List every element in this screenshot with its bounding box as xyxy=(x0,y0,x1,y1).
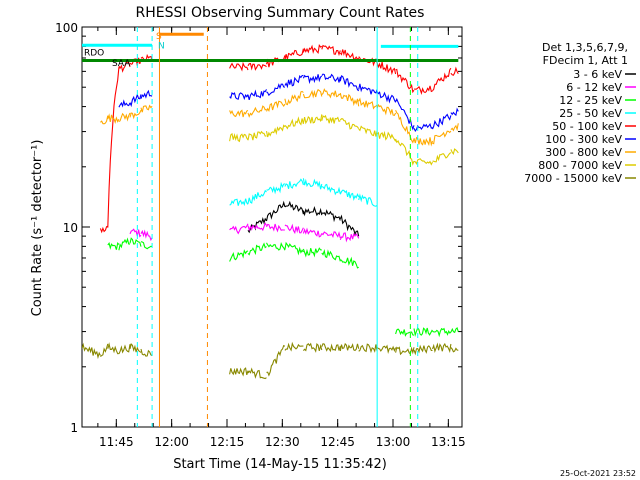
legend-label: 12 - 25 keV xyxy=(559,94,622,107)
y-axis-label: Count Rate (s⁻¹ detector⁻¹) xyxy=(30,140,45,317)
flag-label: RDO xyxy=(84,49,104,59)
series-line xyxy=(82,341,459,380)
timestamp: 25-Oct-2021 23:52 xyxy=(560,469,636,478)
x-tick-label: 13:15 xyxy=(431,435,466,449)
x-tick-label: 12:15 xyxy=(210,435,245,449)
chart-title: RHESSI Observing Summary Count Rates xyxy=(136,5,425,21)
y-tick-label: 10 xyxy=(63,221,78,235)
legend-header-line-2: FDecim 1, Att 1 xyxy=(543,54,628,67)
series-line xyxy=(229,114,459,166)
flag-label: SAA xyxy=(112,59,131,69)
series-line xyxy=(229,178,378,207)
legend-label: 3 - 6 keV xyxy=(573,68,622,81)
legend-label: 50 - 100 keV xyxy=(552,120,622,133)
legend-label: 300 - 800 keV xyxy=(545,146,622,159)
y-tick-label: 1 xyxy=(70,421,78,435)
data-layer xyxy=(82,27,459,427)
legend-label: 25 - 50 keV xyxy=(559,107,622,120)
series-line xyxy=(100,88,459,147)
legend-label: 7000 - 15000 keV xyxy=(524,172,622,185)
series-line xyxy=(129,222,360,243)
x-tick-label: 12:00 xyxy=(154,435,189,449)
x-tick-label: 11:45 xyxy=(99,435,134,449)
legend-label: 6 - 12 keV xyxy=(566,81,622,94)
y-tick-label: 100 xyxy=(55,21,78,35)
legend-label: 800 - 7000 keV xyxy=(538,159,622,172)
series-line xyxy=(247,200,360,237)
flag-label: N xyxy=(158,42,165,52)
series-line xyxy=(99,43,459,234)
x-tick-label: 13:00 xyxy=(376,435,411,449)
x-tick-label: 12:45 xyxy=(320,435,355,449)
x-tick-label: 12:30 xyxy=(265,435,300,449)
series-line xyxy=(118,73,459,132)
series-line xyxy=(107,237,459,338)
plot-area: 1 10 100 11:45 12:00 12:15 12:30 12:45 13:00 13:1… xyxy=(55,21,636,449)
flag-label: S xyxy=(156,32,162,42)
legend-header-line-1: Det 1,3,5,6,7,9, xyxy=(542,41,628,54)
legend-label: 100 - 300 keV xyxy=(545,133,622,146)
x-axis-label: Start Time (14-May-15 11:35:42) xyxy=(173,457,387,472)
